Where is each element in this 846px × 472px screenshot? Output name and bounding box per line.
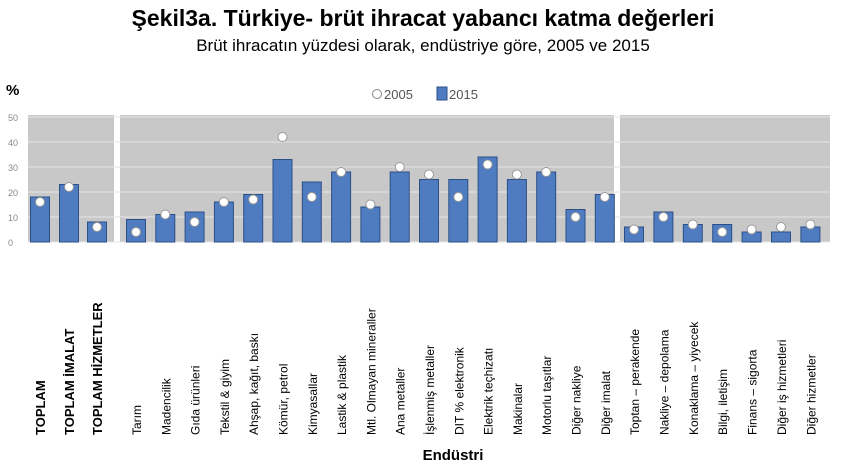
x-tick-label: TOPLAM İMALAT — [62, 329, 77, 435]
x-tick-label: Motorlu taşıtlar — [540, 356, 554, 435]
marker — [248, 194, 259, 205]
chart-subtitle: Brüt ihracatın yüzdesi olarak, endüstriy… — [196, 36, 650, 55]
x-tick-label: Nakliye – depolama — [657, 329, 671, 435]
marker — [541, 167, 552, 177]
marker — [599, 192, 610, 202]
legend-label-2005: 2005 — [384, 87, 413, 102]
marker — [394, 162, 405, 172]
bar — [477, 156, 498, 243]
x-tick-label: Diğer hizmetler — [804, 354, 818, 435]
x-tick-label: Tekstil & giyim — [218, 359, 232, 435]
marker — [776, 222, 786, 232]
marker — [131, 227, 141, 237]
marker — [717, 227, 728, 237]
x-tick-label: Mtl. Olmayan mineraller — [364, 308, 378, 435]
y-axis-label: % — [6, 82, 19, 99]
marker — [336, 167, 347, 177]
y-tick-label: 20 — [8, 188, 18, 198]
x-tick-label: Kimyasallar — [306, 373, 320, 435]
x-tick-label: Makinalar — [511, 383, 525, 435]
bar — [536, 171, 557, 243]
x-tick-label: Ahşap, kağıt, baskı — [247, 333, 261, 435]
x-tick-label: İşlenmiş metaller — [423, 345, 437, 435]
x-tick-label: DIT % elektronik — [452, 346, 466, 435]
y-axis-ticks: 0 10 20 30 40 50 — [8, 113, 18, 248]
marker — [805, 219, 816, 230]
marker — [277, 132, 288, 142]
markers-2005 — [35, 132, 816, 237]
bar — [419, 179, 439, 243]
x-tick-label: Bilgi, iletişim — [716, 369, 730, 435]
x-tick-label: Madencilik — [159, 377, 173, 435]
marker — [424, 169, 434, 180]
marker — [453, 192, 464, 202]
marker — [365, 199, 376, 210]
x-tick-label: Ana metaller — [394, 368, 408, 435]
bar — [272, 159, 293, 243]
bar — [389, 171, 410, 243]
marker — [746, 224, 757, 235]
y-tick-label: 0 — [8, 238, 13, 248]
x-tick-label: Kömür, petrol — [277, 364, 291, 435]
x-tick-label: Konaklama – yiyecek — [687, 321, 701, 435]
marker — [482, 159, 493, 170]
marker — [306, 192, 317, 202]
x-tick-label: Diğer iş hizmetleri — [775, 340, 789, 435]
y-tick-label: 30 — [8, 163, 18, 173]
bar — [331, 171, 352, 243]
legend-label-2015: 2015 — [449, 87, 478, 102]
x-tick-label: Gıda ürünleri — [189, 366, 203, 435]
bar — [360, 206, 381, 243]
x-tick-label: TOPLAM — [33, 380, 48, 435]
x-tick-label: Diğer imalat — [599, 370, 613, 435]
x-tick-label: Diğer nakliye — [570, 365, 584, 435]
bar — [506, 179, 527, 243]
x-tick-label: Tarım — [130, 405, 144, 435]
marker — [511, 169, 522, 180]
marker — [687, 219, 698, 230]
marker — [658, 212, 669, 222]
x-tick-label: TOPLAM HİZMETLER — [90, 302, 105, 435]
x-tick-label: Elektrik teçhizatı — [482, 348, 496, 435]
marker — [35, 197, 45, 207]
bar — [213, 201, 234, 243]
marker — [160, 209, 171, 220]
bar — [301, 181, 322, 243]
bar — [448, 179, 469, 243]
marker — [64, 182, 74, 192]
y-tick-label: 40 — [8, 138, 18, 148]
plot-panel-services — [620, 115, 830, 242]
x-tick-label: Finans – sigorta — [746, 349, 760, 435]
y-tick-label: 10 — [8, 213, 18, 223]
marker — [570, 212, 581, 222]
marker — [92, 222, 102, 232]
legend-marker-2005 — [372, 89, 382, 99]
marker — [218, 197, 229, 207]
y-tick-label: 50 — [8, 113, 18, 123]
x-axis-label: Endüstri — [423, 447, 484, 464]
marker — [629, 224, 639, 235]
x-tick-label: Lastik & plastik — [335, 354, 349, 435]
legend-swatch-2015 — [436, 86, 448, 101]
legend: 2005 2015 — [372, 86, 478, 102]
marker — [189, 217, 200, 227]
x-axis-labels: TOPLAM TOPLAM İMALAT TOPLAM HİZMETLER Tarım… — [33, 302, 818, 435]
x-tick-label: Toptan – perakende — [628, 329, 642, 435]
chart-title: Şekil3a. Türkiye- brüt ihracat yabancı k… — [131, 5, 715, 31]
bar — [771, 231, 791, 243]
bar — [243, 194, 264, 243]
bar — [59, 184, 79, 243]
